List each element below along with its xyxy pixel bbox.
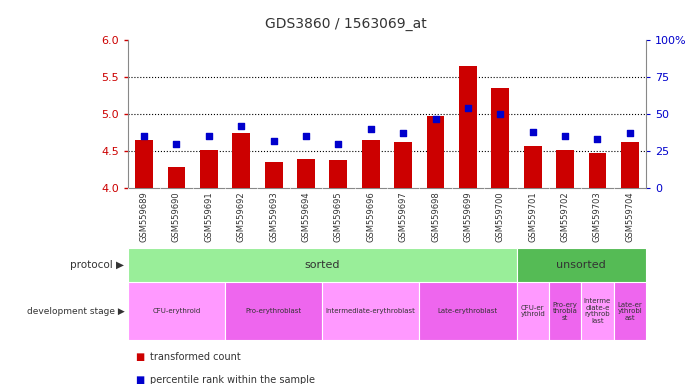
Text: Pro-erythroblast: Pro-erythroblast (245, 308, 302, 314)
Bar (589, 153, 607, 188)
Text: GSM559691: GSM559691 (205, 191, 214, 242)
Bar (516, 248, 646, 282)
Bar (419, 282, 516, 340)
Bar (614, 282, 646, 340)
Text: GSM559699: GSM559699 (464, 191, 473, 242)
Point (138, 133, 149, 139)
Text: GSM559698: GSM559698 (431, 191, 440, 242)
Text: GSM559689: GSM559689 (140, 191, 149, 242)
Point (236, 123, 247, 129)
Text: Intermediate-erythroblast: Intermediate-erythroblast (326, 308, 416, 314)
Text: GDS3860 / 1563069_at: GDS3860 / 1563069_at (265, 17, 426, 31)
Point (397, 131, 408, 137)
Text: protocol ▶: protocol ▶ (70, 260, 124, 270)
Point (366, 126, 377, 132)
Bar (581, 282, 614, 340)
Bar (516, 282, 549, 340)
Point (592, 136, 603, 142)
Bar (200, 150, 218, 188)
Point (203, 133, 214, 139)
Text: GSM559692: GSM559692 (237, 191, 246, 242)
Point (301, 133, 312, 139)
Text: sorted: sorted (305, 260, 340, 270)
Text: ■: ■ (135, 352, 144, 362)
Bar (232, 133, 250, 188)
Bar (225, 282, 322, 340)
Bar (167, 167, 185, 188)
Text: GSM559702: GSM559702 (560, 191, 569, 242)
Text: GSM559696: GSM559696 (366, 191, 375, 242)
Point (527, 129, 538, 135)
Bar (297, 159, 315, 188)
Text: transformed count: transformed count (150, 352, 240, 362)
Text: GSM559690: GSM559690 (172, 191, 181, 242)
Bar (524, 146, 542, 188)
Bar (395, 142, 412, 188)
Text: CFU-erythroid: CFU-erythroid (152, 308, 200, 314)
Text: GSM559701: GSM559701 (528, 191, 537, 242)
Point (625, 131, 636, 137)
Text: ■: ■ (135, 375, 144, 384)
Text: GSM559695: GSM559695 (334, 191, 343, 242)
Text: GSM559694: GSM559694 (301, 191, 310, 242)
Point (333, 141, 344, 147)
Bar (322, 282, 419, 340)
Text: GSM559697: GSM559697 (399, 191, 408, 242)
Text: Late-er
ythrobl
ast: Late-er ythrobl ast (618, 301, 642, 321)
Point (171, 141, 182, 147)
Text: percentile rank within the sample: percentile rank within the sample (150, 375, 315, 384)
Point (268, 138, 279, 144)
Text: CFU-er
ythroid: CFU-er ythroid (520, 305, 545, 317)
Text: GSM559693: GSM559693 (269, 191, 278, 242)
Bar (135, 140, 153, 188)
Text: Late-erythroblast: Late-erythroblast (438, 308, 498, 314)
Point (430, 116, 441, 122)
Point (560, 133, 571, 139)
Text: Interme
diate-e
rythrob
last: Interme diate-e rythrob last (584, 298, 611, 324)
Text: GSM559703: GSM559703 (593, 191, 602, 242)
Text: GSM559704: GSM559704 (625, 191, 634, 242)
Bar (128, 248, 516, 282)
Bar (549, 282, 581, 340)
Bar (459, 66, 477, 188)
Bar (426, 116, 444, 188)
Bar (556, 150, 574, 188)
Bar (362, 140, 379, 188)
Text: GSM559700: GSM559700 (496, 191, 505, 242)
Bar (128, 282, 225, 340)
Point (462, 105, 473, 111)
Bar (330, 160, 348, 188)
Text: unsorted: unsorted (556, 260, 606, 270)
Bar (621, 142, 638, 188)
Bar (491, 88, 509, 188)
Point (495, 111, 506, 118)
Text: Pro-ery
throbla
st: Pro-ery throbla st (553, 301, 578, 321)
Bar (265, 162, 283, 188)
Text: development stage ▶: development stage ▶ (27, 306, 124, 316)
